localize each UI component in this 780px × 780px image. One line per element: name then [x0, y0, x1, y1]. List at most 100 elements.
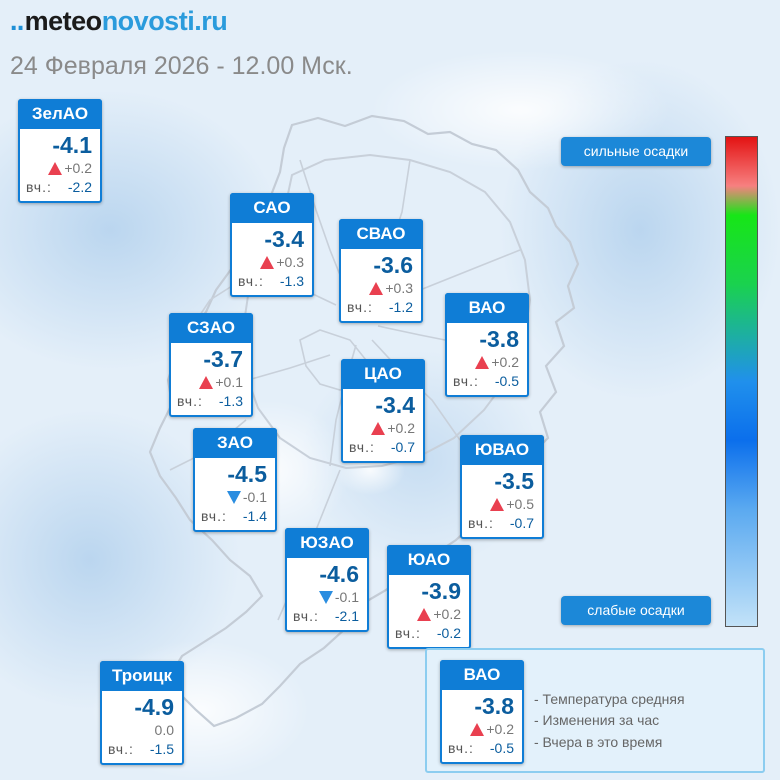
legend-item-yesterday: - Вчера в это время: [534, 734, 663, 750]
district-name: ВАО: [440, 660, 524, 690]
district-card-zao: ЗАО -4.5 -0.1 вч.: -1.4: [193, 428, 277, 532]
district-name: ЗелАО: [18, 99, 102, 129]
district-name: ЦАО: [341, 359, 425, 389]
yesterday-value: -0.7: [390, 439, 415, 455]
arrow-up-icon: [48, 161, 63, 175]
hourly-change-value: +0.1: [215, 374, 243, 390]
yesterday-value: -1.3: [218, 393, 243, 409]
yesterday-label: вч.:: [201, 508, 227, 524]
temperature-value: -3.4: [375, 392, 415, 418]
yesterday-label: вч.:: [448, 740, 474, 756]
yesterday-value: -1.3: [279, 273, 304, 289]
yesterday-label: вч.:: [293, 608, 319, 624]
district-card-tsao: ЦАО -3.4 +0.2 вч.: -0.7: [341, 359, 425, 463]
district-card-sao: САО -3.4 +0.3 вч.: -1.3: [230, 193, 314, 297]
arrow-up-icon: [369, 281, 384, 295]
district-name: СВАО: [339, 219, 423, 249]
logo-suffix: novosti.ru: [101, 6, 228, 36]
yesterday-value: -0.5: [494, 373, 519, 389]
hourly-change: +0.2: [475, 354, 519, 370]
arrow-up-icon: [371, 421, 386, 435]
district-name: СЗАО: [169, 313, 253, 343]
legend-item-change: - Изменения за час: [534, 712, 660, 728]
yesterday-value: -0.7: [509, 515, 534, 531]
yesterday-label: вч.:: [349, 439, 375, 455]
yesterday-label: вч.:: [108, 741, 134, 757]
legend-sample-card: ВАО -3.8 +0.2 вч.: -0.5: [440, 660, 524, 764]
date-time-label: 24 Февраля 2026 - 12.00 Мск.: [10, 52, 353, 80]
temperature-value: -4.9: [134, 694, 174, 720]
hourly-change: +0.1: [199, 374, 243, 390]
temperature-value: -4.6: [319, 561, 359, 587]
hourly-change: +0.5: [490, 496, 534, 512]
hourly-change-value: +0.5: [506, 496, 534, 512]
district-card-szao: СЗАО -3.7 +0.1 вч.: -1.3: [169, 313, 253, 417]
hourly-change-value: 0.0: [154, 722, 174, 738]
arrow-up-icon: [490, 497, 505, 511]
temperature-value: -3.9: [421, 578, 461, 604]
temperature-value: -3.4: [264, 226, 304, 252]
hourly-change-value: +0.2: [491, 354, 519, 370]
yesterday-value: -0.2: [436, 625, 461, 641]
yesterday-label: вч.:: [468, 515, 494, 531]
scale-label-light: слабые осадки: [561, 596, 711, 625]
arrow-up-icon: [417, 607, 432, 621]
hourly-change-value: +0.2: [64, 160, 92, 176]
hourly-change: +0.2: [48, 160, 92, 176]
district-card-yuvao: ЮВАО -3.5 +0.5 вч.: -0.7: [460, 435, 544, 539]
temperature-value: -4.1: [52, 132, 92, 158]
district-card-vao: ВАО -3.8 +0.2 вч.: -0.5: [445, 293, 529, 397]
hourly-change: +0.2: [417, 606, 461, 622]
district-name: ЗАО: [193, 428, 277, 458]
hourly-change: +0.3: [369, 280, 413, 296]
yesterday-label: вч.:: [395, 625, 421, 641]
yesterday-label: вч.:: [26, 179, 52, 195]
temperature-value: -3.5: [494, 468, 534, 494]
hourly-change-value: -0.1: [242, 489, 267, 505]
temperature-value: -3.8: [479, 326, 519, 352]
yesterday-label: вч.:: [238, 273, 264, 289]
scale-label-heavy: сильные осадки: [561, 137, 711, 166]
yesterday-label: вч.:: [177, 393, 203, 409]
temperature-value: -3.6: [373, 252, 413, 278]
hourly-change: -0.1: [226, 489, 267, 505]
district-card-yuao: ЮАО -3.9 +0.2 вч.: -0.2: [387, 545, 471, 649]
district-card-troitsk: Троицк -4.9 0.0 вч.: -1.5: [100, 661, 184, 765]
hourly-change: 0.0: [155, 722, 174, 738]
hourly-change: +0.2: [470, 721, 514, 737]
hourly-change-value: +0.2: [433, 606, 461, 622]
district-card-svao: СВАО -3.6 +0.3 вч.: -1.2: [339, 219, 423, 323]
yesterday-value: -2.1: [334, 608, 359, 624]
yesterday-value: -1.2: [388, 299, 413, 315]
hourly-change-value: +0.2: [486, 721, 514, 737]
arrow-up-icon: [470, 722, 485, 736]
yesterday-label: вч.:: [453, 373, 479, 389]
district-name: ЮЗАО: [285, 528, 369, 558]
hourly-change: -0.1: [318, 589, 359, 605]
hourly-change-value: +0.2: [387, 420, 415, 436]
district-name: ЮАО: [387, 545, 471, 575]
yesterday-label: вч.:: [347, 299, 373, 315]
temperature-value: -3.7: [203, 346, 243, 372]
temperature-value: -3.8: [474, 693, 514, 719]
district-card-zelao: ЗелАО -4.1 +0.2 вч.: -2.2: [18, 99, 102, 203]
yesterday-value: -0.5: [489, 740, 514, 756]
yesterday-value: -1.5: [149, 741, 174, 757]
district-name: ЮВАО: [460, 435, 544, 465]
arrow-up-icon: [260, 255, 275, 269]
arrow-up-icon: [475, 355, 490, 369]
district-card-yuzao: ЮЗАО -4.6 -0.1 вч.: -2.1: [285, 528, 369, 632]
district-name: ВАО: [445, 293, 529, 323]
hourly-change-value: -0.1: [334, 589, 359, 605]
site-logo[interactable]: ․․meteonovosti.ru: [10, 6, 228, 37]
district-name: САО: [230, 193, 314, 223]
logo-mark-icon: ․․: [10, 10, 24, 35]
hourly-change-value: +0.3: [385, 280, 413, 296]
temperature-value: -4.5: [227, 461, 267, 487]
yesterday-value: -1.4: [242, 508, 267, 524]
hourly-change: +0.2: [371, 420, 415, 436]
district-name: Троицк: [100, 661, 184, 691]
arrow-down-icon: [226, 490, 241, 504]
precipitation-scale-bar: [725, 136, 758, 627]
arrow-down-icon: [318, 590, 333, 604]
